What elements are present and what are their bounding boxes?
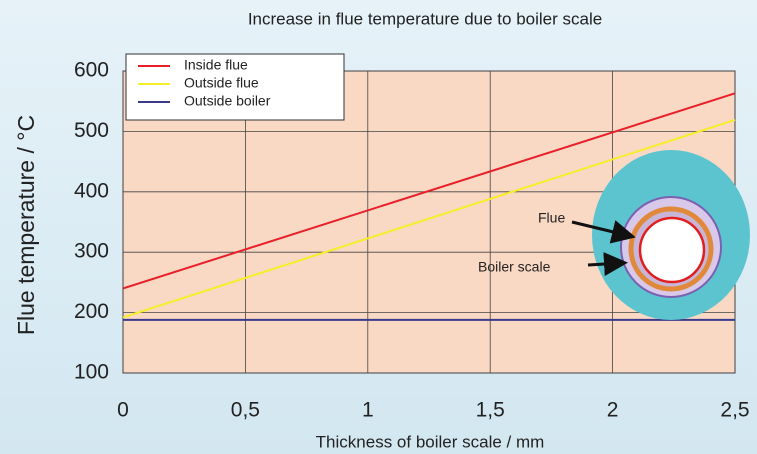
y-tick-label: 100 — [74, 361, 109, 384]
x-tick-label: 1,5 — [476, 399, 505, 422]
y-tick-label: 500 — [74, 119, 109, 142]
y-tick-label: 400 — [74, 179, 109, 202]
chart: Flue Boiler scale Inside flue Outside flu… — [0, 0, 757, 454]
legend-label: Outside boiler — [184, 93, 271, 109]
legend-label: Outside flue — [184, 75, 259, 91]
x-tick-label: 1 — [362, 399, 374, 422]
y-tick-label: 200 — [74, 300, 109, 323]
annotation: Flue — [538, 210, 565, 226]
y-axis-label: Flue temperature / °C — [13, 115, 39, 335]
y-tick-label: 300 — [74, 240, 109, 263]
x-tick-label: 2,5 — [720, 399, 749, 422]
x-tick-label: 0 — [117, 399, 129, 422]
y-tick-label: 600 — [74, 59, 109, 82]
chart-title: Increase in flue temperature due to boil… — [248, 9, 602, 28]
flue-inside — [640, 218, 704, 282]
legend-label: Inside flue — [184, 57, 248, 73]
x-tick-label: 0,5 — [231, 399, 260, 422]
x-tick-label: 2 — [607, 399, 619, 422]
scale-arrow — [588, 263, 622, 265]
annotation: Boiler scale — [478, 259, 551, 275]
x-axis-label: Thickness of boiler scale / mm — [316, 432, 545, 451]
